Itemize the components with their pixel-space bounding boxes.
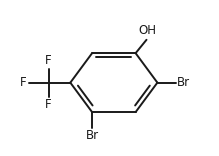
Text: F: F (20, 76, 27, 89)
Text: Br: Br (177, 76, 190, 89)
Text: F: F (45, 98, 52, 111)
Text: OH: OH (139, 24, 157, 37)
Text: Br: Br (86, 129, 99, 142)
Text: F: F (45, 54, 52, 67)
